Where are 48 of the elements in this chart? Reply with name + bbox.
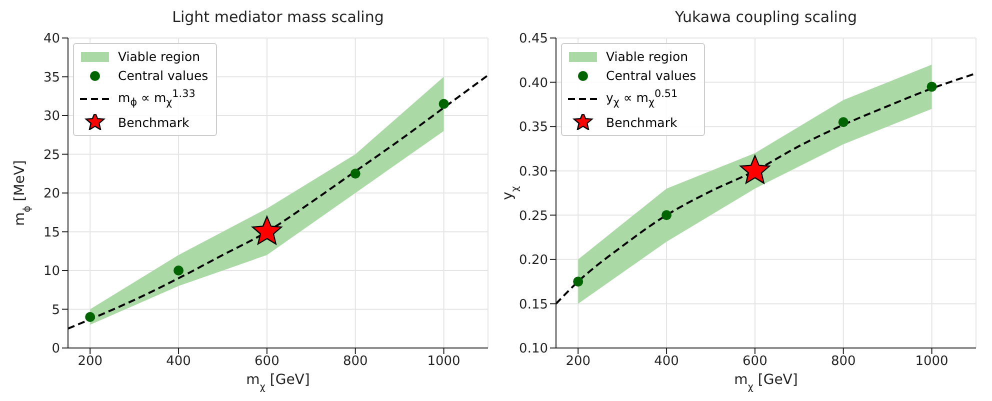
y-tick-label: 40 bbox=[43, 32, 60, 47]
y-tick-label: 25 bbox=[43, 148, 60, 163]
y-tick-label: 35 bbox=[43, 70, 60, 86]
x-tick-label: 600 bbox=[742, 354, 768, 370]
chart-title: Light mediator mass scaling bbox=[171, 8, 385, 28]
x-tick-label: 800 bbox=[342, 354, 368, 370]
x-tick-label: 200 bbox=[78, 354, 103, 370]
y-tick-label: 30 bbox=[43, 109, 60, 124]
y-tick-label: 0.40 bbox=[519, 76, 548, 91]
y-tick-label: 0.10 bbox=[519, 342, 548, 357]
point bbox=[252, 216, 282, 245]
point bbox=[740, 155, 770, 184]
line-series bbox=[556, 72, 976, 305]
y-tick-label: 0.35 bbox=[519, 120, 548, 136]
y-tick-label: 0.25 bbox=[519, 208, 548, 224]
legend-label: Viable region bbox=[606, 48, 688, 66]
legend-label: Benchmark bbox=[606, 114, 678, 132]
y-tick-label: 0 bbox=[52, 342, 60, 357]
x-tick-label: 400 bbox=[654, 354, 679, 370]
x-tick-label: 1000 bbox=[915, 354, 948, 370]
point bbox=[662, 210, 672, 220]
point bbox=[926, 82, 937, 92]
chart-title: Yukawa coupling scaling bbox=[674, 8, 858, 28]
point bbox=[350, 168, 360, 179]
x-tick-label: 400 bbox=[166, 354, 191, 370]
x-tick-label: 800 bbox=[830, 354, 856, 370]
x-tick-label: 600 bbox=[254, 354, 280, 370]
y-tick-label: 0.20 bbox=[519, 253, 548, 268]
point bbox=[438, 98, 449, 109]
x-axis-title: m$_{χ}$ [GeV] bbox=[246, 372, 310, 392]
y-tick-label: 0.30 bbox=[519, 164, 548, 180]
y-tick-label: 5 bbox=[52, 302, 60, 318]
y-tick-label: 15 bbox=[43, 225, 60, 240]
point bbox=[174, 266, 184, 276]
legend-label: Viable region bbox=[118, 48, 200, 66]
point bbox=[573, 276, 584, 287]
legend-label: Central values bbox=[606, 67, 696, 85]
x-tick-label: 200 bbox=[566, 354, 591, 370]
x-axis-title: m$_{χ}$ [GeV] bbox=[734, 372, 798, 392]
y-tick-label: 20 bbox=[43, 186, 60, 202]
x-tick-label: 1000 bbox=[427, 354, 460, 370]
point bbox=[85, 312, 96, 322]
y-tick-label: 10 bbox=[43, 264, 60, 280]
legend-label: Benchmark bbox=[118, 114, 190, 132]
legend-label: Central values bbox=[118, 67, 208, 85]
point bbox=[838, 117, 848, 128]
y-tick-label: 0.15 bbox=[519, 297, 548, 312]
y-tick-label: 0.45 bbox=[519, 32, 548, 47]
